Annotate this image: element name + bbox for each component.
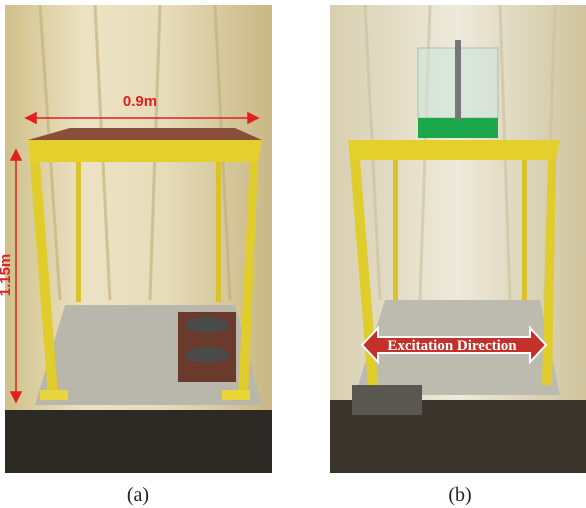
leg bbox=[393, 160, 398, 300]
direction-label: Excitation Direction bbox=[387, 338, 517, 354]
photo-a: 0.9m 1.15m bbox=[0, 5, 272, 473]
figure: 0.9m 1.15m Excitation Direction (a) (b) bbox=[0, 0, 586, 508]
foot bbox=[40, 390, 68, 400]
leg bbox=[76, 162, 81, 302]
clamp bbox=[185, 347, 229, 363]
foot bbox=[222, 390, 250, 400]
clamp bbox=[185, 317, 229, 333]
frame-top bbox=[28, 140, 262, 162]
caption-a: (a) bbox=[127, 484, 149, 506]
sensor bbox=[455, 40, 461, 120]
floor bbox=[5, 410, 272, 473]
leg bbox=[522, 160, 527, 300]
frame-top bbox=[348, 140, 560, 160]
tank-water bbox=[418, 118, 498, 138]
leg bbox=[216, 162, 221, 302]
width-label: 0.9m bbox=[123, 93, 157, 110]
photo-b: Excitation Direction bbox=[330, 5, 586, 473]
height-label: 1.15m bbox=[0, 254, 14, 297]
page: 0.9m 1.15m Excitation Direction (a) (b) … bbox=[0, 0, 586, 508]
caption-b: (b) bbox=[448, 484, 471, 506]
stool bbox=[352, 385, 422, 415]
